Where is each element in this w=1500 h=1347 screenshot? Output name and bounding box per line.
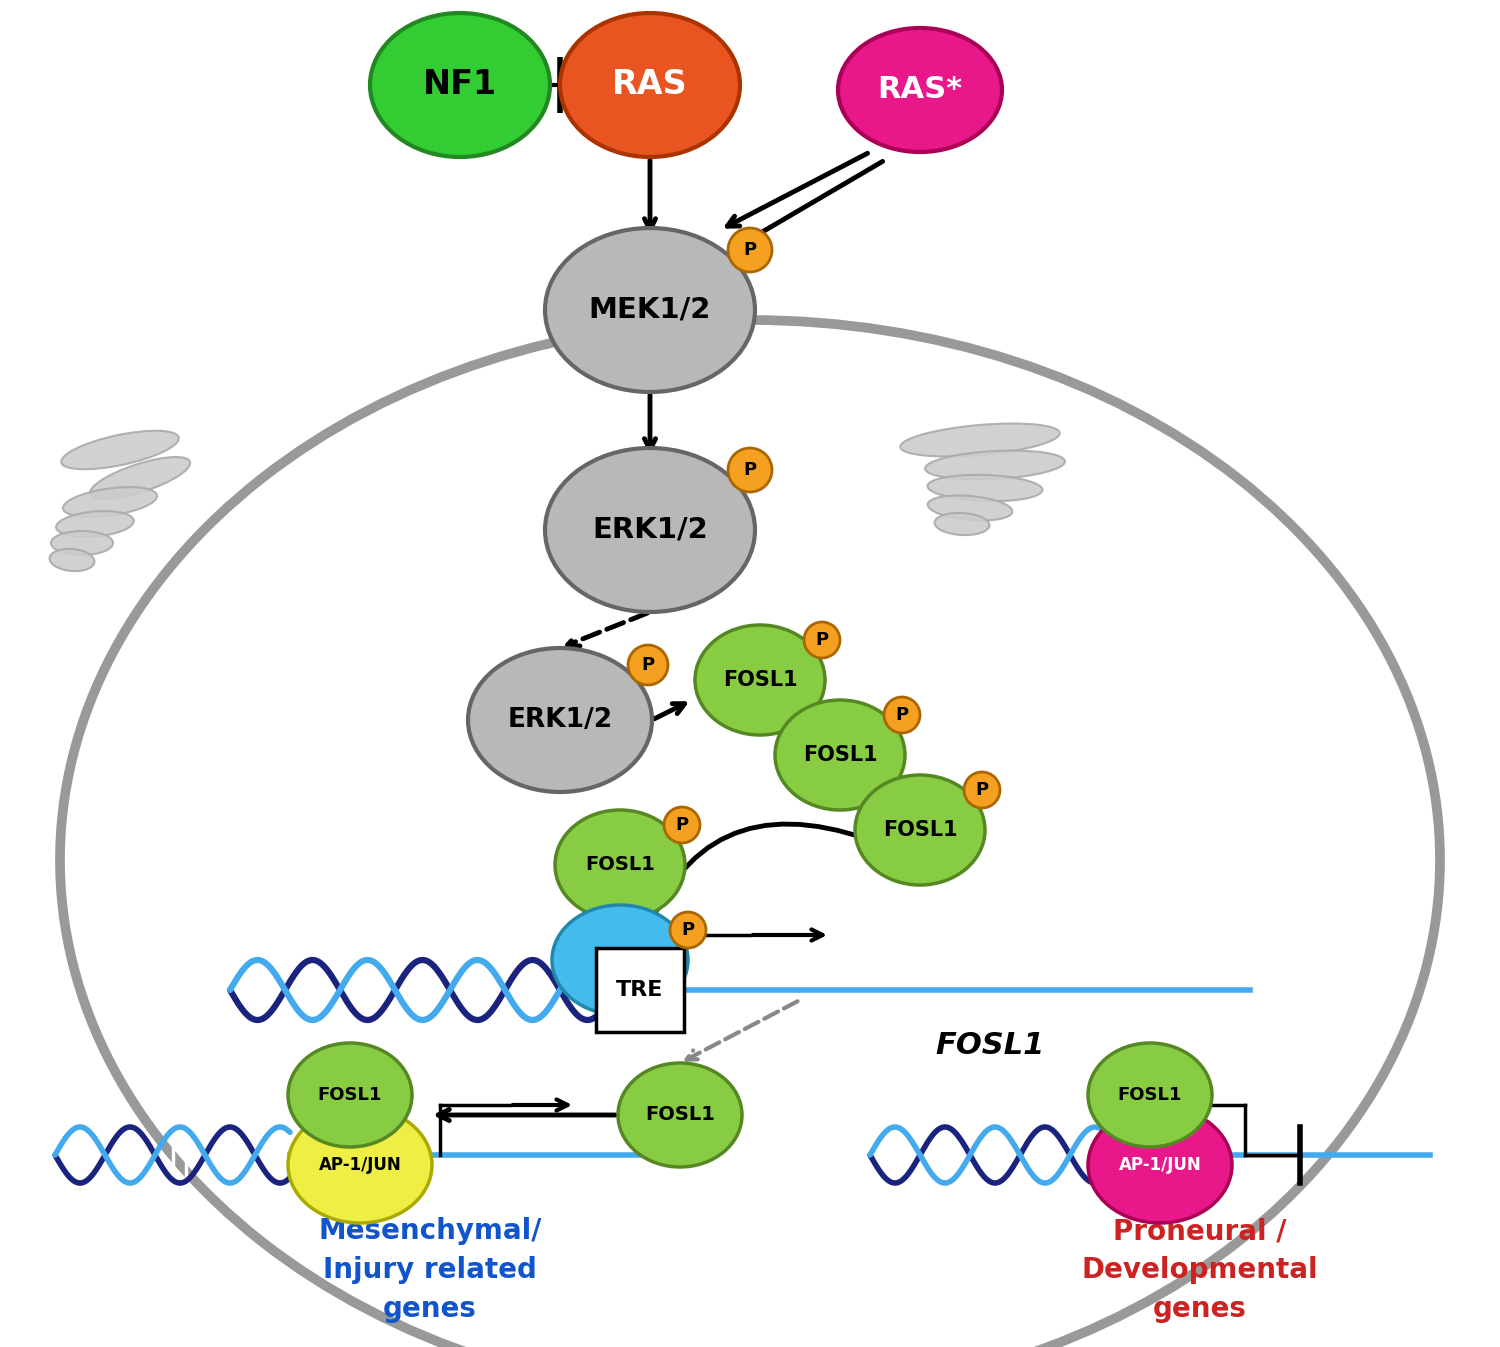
Ellipse shape bbox=[544, 228, 754, 392]
Text: FOSL1: FOSL1 bbox=[723, 669, 798, 690]
Text: FOSL1: FOSL1 bbox=[585, 855, 656, 874]
Circle shape bbox=[804, 622, 840, 657]
Text: P: P bbox=[744, 241, 756, 259]
Text: FOSL1: FOSL1 bbox=[802, 745, 877, 765]
Ellipse shape bbox=[60, 321, 1440, 1347]
Ellipse shape bbox=[51, 531, 112, 555]
Ellipse shape bbox=[560, 13, 740, 158]
Text: FOSL1: FOSL1 bbox=[882, 820, 957, 841]
Ellipse shape bbox=[855, 775, 986, 885]
Circle shape bbox=[728, 228, 772, 272]
Text: RAS*: RAS* bbox=[878, 75, 963, 105]
Ellipse shape bbox=[900, 423, 1059, 457]
Circle shape bbox=[628, 645, 668, 686]
Text: FOSL1: FOSL1 bbox=[318, 1086, 382, 1105]
Text: Mesenchymal/
Injury related
genes: Mesenchymal/ Injury related genes bbox=[318, 1216, 542, 1323]
Text: FOSL1: FOSL1 bbox=[936, 1030, 1044, 1060]
Text: P: P bbox=[975, 781, 988, 799]
Circle shape bbox=[670, 912, 706, 948]
Text: ERK1/2: ERK1/2 bbox=[592, 516, 708, 544]
Ellipse shape bbox=[288, 1107, 432, 1223]
Text: TRE: TRE bbox=[616, 981, 663, 999]
Text: P: P bbox=[816, 630, 828, 649]
Ellipse shape bbox=[694, 625, 825, 735]
Circle shape bbox=[964, 772, 1000, 808]
Ellipse shape bbox=[544, 449, 754, 612]
Text: NF1: NF1 bbox=[423, 69, 496, 101]
Circle shape bbox=[884, 696, 920, 733]
Ellipse shape bbox=[776, 700, 904, 810]
Ellipse shape bbox=[288, 1043, 412, 1148]
Text: ERK1/2: ERK1/2 bbox=[507, 707, 612, 733]
Circle shape bbox=[728, 449, 772, 492]
Text: P: P bbox=[896, 706, 909, 723]
Ellipse shape bbox=[90, 457, 190, 498]
Text: P: P bbox=[681, 921, 694, 939]
Ellipse shape bbox=[468, 648, 652, 792]
Text: P: P bbox=[642, 656, 654, 674]
Text: MEK1/2: MEK1/2 bbox=[590, 296, 711, 325]
Text: AP-1/JUN: AP-1/JUN bbox=[1119, 1156, 1202, 1175]
Ellipse shape bbox=[934, 513, 990, 535]
Text: AP-1/JUN: AP-1/JUN bbox=[318, 1156, 402, 1175]
Ellipse shape bbox=[1088, 1107, 1232, 1223]
Ellipse shape bbox=[1088, 1043, 1212, 1148]
Ellipse shape bbox=[926, 450, 1065, 480]
Ellipse shape bbox=[555, 810, 686, 920]
Ellipse shape bbox=[62, 431, 178, 469]
Ellipse shape bbox=[927, 475, 1042, 501]
Circle shape bbox=[664, 807, 700, 843]
Ellipse shape bbox=[552, 905, 688, 1016]
Ellipse shape bbox=[618, 1063, 742, 1167]
Ellipse shape bbox=[839, 28, 1002, 152]
Ellipse shape bbox=[50, 548, 94, 571]
FancyBboxPatch shape bbox=[596, 948, 684, 1032]
Text: P: P bbox=[744, 461, 756, 480]
Text: P: P bbox=[675, 816, 688, 834]
Text: FOSL1: FOSL1 bbox=[1118, 1086, 1182, 1105]
Text: RAS: RAS bbox=[612, 69, 689, 101]
Text: JUN: JUN bbox=[597, 950, 642, 970]
Ellipse shape bbox=[370, 13, 550, 158]
Ellipse shape bbox=[63, 488, 158, 517]
Ellipse shape bbox=[56, 511, 134, 537]
Text: Proneural /
Developmental
genes: Proneural / Developmental genes bbox=[1082, 1216, 1318, 1323]
Text: FOSL1: FOSL1 bbox=[645, 1106, 716, 1125]
Ellipse shape bbox=[927, 496, 1013, 520]
